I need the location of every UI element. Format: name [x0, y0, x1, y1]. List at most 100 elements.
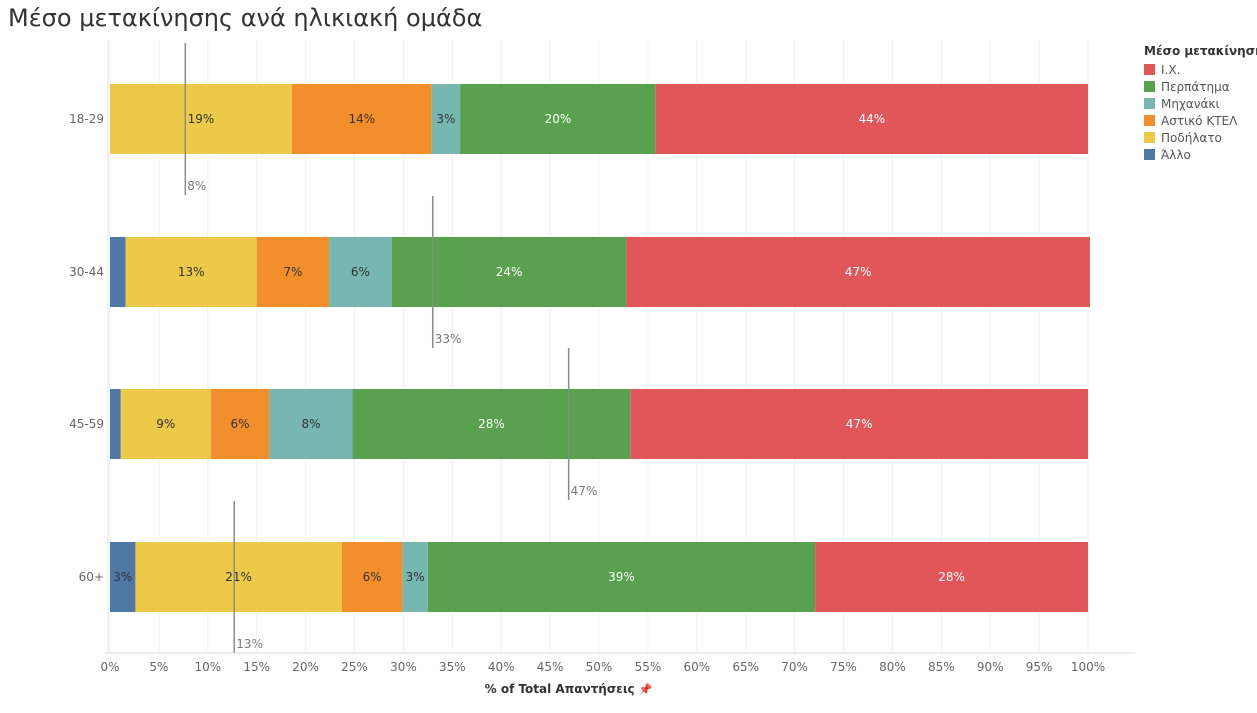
bar-segment	[630, 389, 1088, 459]
x-tick-label: 90%	[977, 660, 1004, 674]
bar-segment	[427, 542, 816, 612]
legend-item[interactable]: Ι.Χ.	[1144, 61, 1257, 78]
bar-segment	[460, 84, 656, 154]
bar-segment	[329, 237, 392, 307]
reference-line-label: 8%	[187, 179, 206, 193]
data-label: 28%	[478, 417, 505, 431]
x-tick-label: 50%	[586, 660, 613, 674]
data-label: 9%	[156, 417, 175, 431]
legend-label: Περπάτημα	[1161, 79, 1230, 94]
bar-segment	[110, 84, 292, 154]
legend-items: Ι.Χ. Περπάτημα Μηχανάκι Αστικό ΚΤΕΛ Ποδήλατο…	[1144, 61, 1257, 163]
data-label: 3%	[436, 112, 455, 126]
bar-segment	[210, 389, 270, 459]
legend-swatch	[1144, 132, 1155, 143]
legend-swatch	[1144, 149, 1155, 160]
data-label: 8%	[301, 417, 320, 431]
x-axis-label: % of Total Απαντήσεις 📌	[0, 682, 1257, 696]
legend-label: Αστικό ΚΤΕΛ	[1161, 113, 1238, 128]
data-label: 13%	[178, 265, 205, 279]
x-tick-label: 15%	[243, 660, 270, 674]
data-label: 47%	[845, 265, 872, 279]
x-tick-label: 25%	[341, 660, 368, 674]
x-tick-label: 30%	[390, 660, 417, 674]
bar-segment	[269, 389, 353, 459]
bar-segment	[431, 84, 461, 154]
data-label: 21%	[225, 570, 252, 584]
data-label: 3%	[406, 570, 425, 584]
bar-segment	[135, 542, 342, 612]
x-tick-label: 0%	[100, 660, 119, 674]
reference-lines-layer: 8% 33% 47% 13%	[184, 43, 598, 653]
bar-segment	[402, 542, 428, 612]
x-tick-label: 100%	[1071, 660, 1105, 674]
reference-line-label: 33%	[435, 332, 462, 346]
legend-item[interactable]: Ποδήλατο	[1144, 129, 1257, 146]
data-label: 20%	[545, 112, 572, 126]
y-tick-label: 18-29	[69, 112, 104, 126]
bar-segment	[110, 389, 121, 459]
bar-segment	[341, 542, 403, 612]
reference-line-label: 47%	[571, 484, 598, 498]
data-label: 3%	[113, 570, 132, 584]
data-label: 6%	[351, 265, 370, 279]
y-tick-label: 45-59	[69, 417, 104, 431]
data-label: 7%	[283, 265, 302, 279]
x-tick-label: 75%	[830, 660, 857, 674]
legend-swatch	[1144, 98, 1155, 109]
x-tick-label: 65%	[732, 660, 759, 674]
x-tick-label: 5%	[149, 660, 168, 674]
x-tick-label: 85%	[928, 660, 955, 674]
data-label: 14%	[348, 112, 375, 126]
x-tick-label: 20%	[292, 660, 319, 674]
legend-item[interactable]: Αστικό ΚΤΕΛ	[1144, 112, 1257, 129]
x-tick-label: 95%	[1026, 660, 1053, 674]
data-label: 6%	[363, 570, 382, 584]
data-label: 39%	[608, 570, 635, 584]
legend-swatch	[1144, 115, 1155, 126]
x-tick-label: 80%	[879, 660, 906, 674]
x-tick-label: 10%	[194, 660, 221, 674]
x-tick-label: 35%	[439, 660, 466, 674]
bar-segment	[256, 237, 330, 307]
bar-segment	[352, 389, 631, 459]
x-tick-label: 40%	[488, 660, 515, 674]
bars-layer: 19% 14% 3% 20% 44% 13% 7% 6% 24% 47% 9% 6% 8% 28% 47% 3…	[110, 84, 1090, 612]
x-axis-label-text: % of Total Απαντήσεις	[484, 682, 635, 696]
bar-segment	[655, 84, 1088, 154]
x-tick-label: 60%	[683, 660, 710, 674]
bar-segment	[291, 84, 432, 154]
legend-item[interactable]: Περπάτημα	[1144, 78, 1257, 95]
bar-segment	[626, 237, 1090, 307]
legend-label: Μηχανάκι	[1161, 96, 1220, 111]
bar-segment	[391, 237, 627, 307]
bar-segment	[815, 542, 1088, 612]
bar-segment	[110, 542, 136, 612]
bar-segment	[120, 389, 211, 459]
x-tick-label: 70%	[781, 660, 808, 674]
data-label: 28%	[938, 570, 965, 584]
axis-layer: 0% 5% 10% 15% 20% 25% 30% 35% 40% 45% 50% 55% 60% 65%…	[69, 40, 1135, 674]
legend-label: Ι.Χ.	[1161, 62, 1181, 77]
legend-item[interactable]: Άλλο	[1144, 146, 1257, 163]
y-tick-label: 60+	[79, 570, 104, 584]
legend-label: Ποδήλατο	[1161, 130, 1222, 145]
legend-swatch	[1144, 81, 1155, 92]
x-tick-label: 45%	[537, 660, 564, 674]
legend[interactable]: Μέσο μετακίνησης Ι.Χ. Περπάτημα Μηχανάκι Ασ…	[1144, 44, 1257, 163]
data-label: 24%	[496, 265, 523, 279]
legend-label: Άλλο	[1161, 147, 1191, 162]
bar-segment	[125, 237, 257, 307]
reference-line-label: 13%	[236, 637, 263, 651]
chart-title: Μέσο μετακίνησης ανά ηλικιακή ομάδα	[8, 4, 483, 32]
pin-icon[interactable]: 📌	[638, 683, 653, 696]
data-label: 47%	[846, 417, 873, 431]
data-label: 44%	[859, 112, 886, 126]
legend-item[interactable]: Μηχανάκι	[1144, 95, 1257, 112]
y-tick-label: 30-44	[69, 265, 104, 279]
x-tick-label: 55%	[635, 660, 662, 674]
data-label: 19%	[188, 112, 215, 126]
data-label: 6%	[231, 417, 250, 431]
bar-segment	[110, 237, 126, 307]
